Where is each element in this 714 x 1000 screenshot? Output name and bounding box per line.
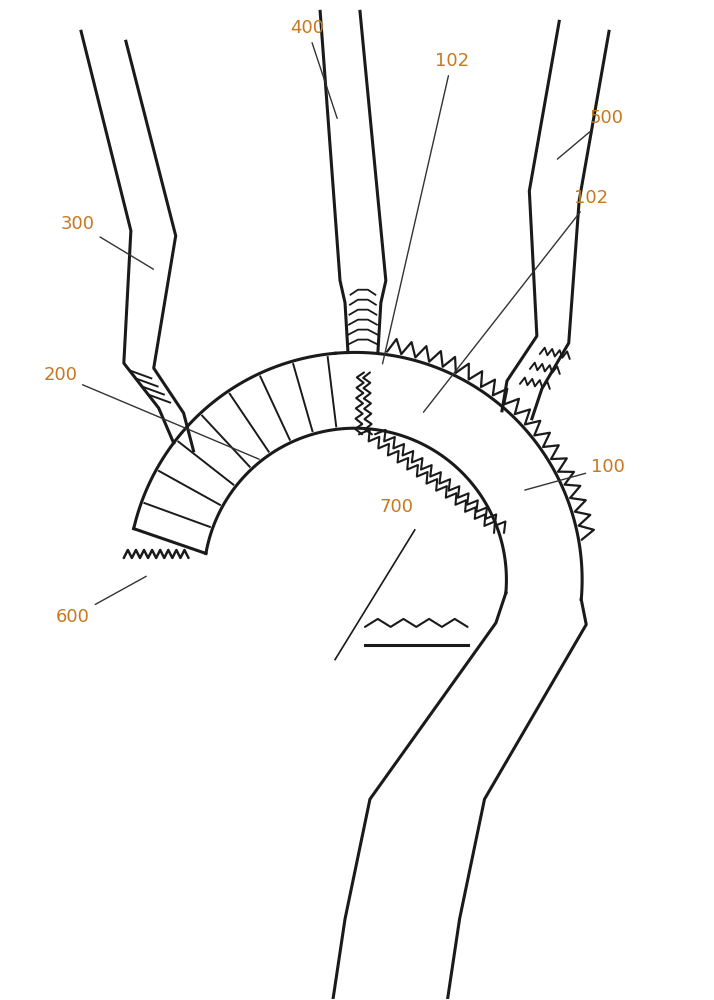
Text: 500: 500 <box>558 109 623 159</box>
Text: 300: 300 <box>61 215 154 269</box>
Text: 102: 102 <box>383 52 469 364</box>
Text: 700: 700 <box>380 498 414 516</box>
Text: 100: 100 <box>525 458 625 490</box>
Text: 400: 400 <box>291 19 337 118</box>
Text: 600: 600 <box>56 576 146 626</box>
Text: 102: 102 <box>423 189 608 412</box>
Text: 200: 200 <box>44 366 259 459</box>
